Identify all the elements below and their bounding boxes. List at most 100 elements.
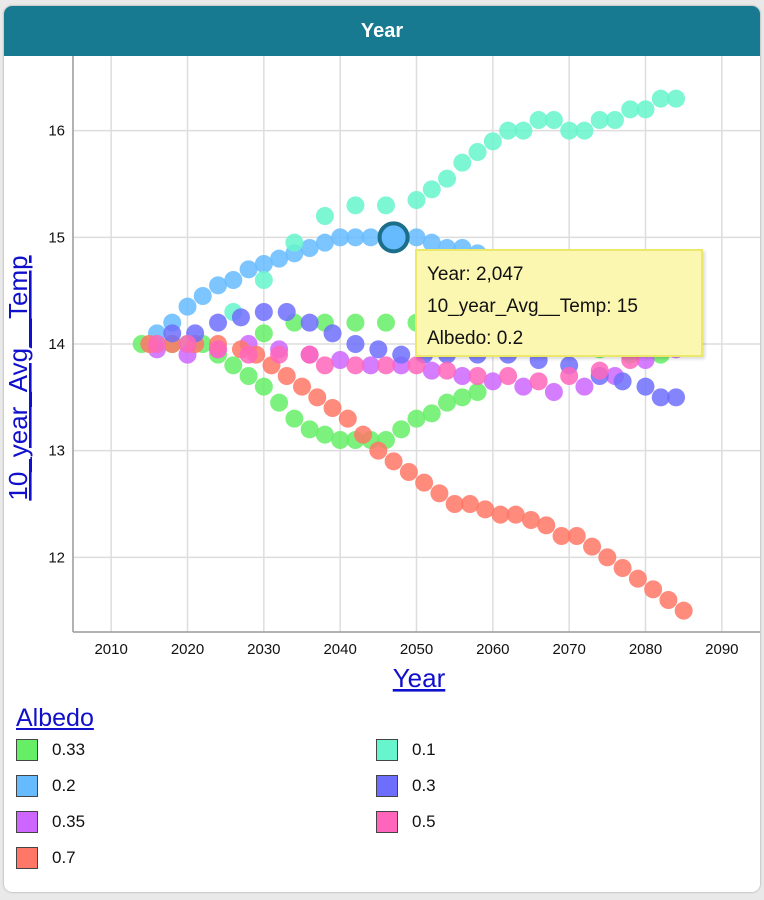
data-point[interactable] <box>468 143 487 161</box>
legend-item[interactable]: 0.3 <box>376 773 436 799</box>
data-point[interactable] <box>392 345 411 364</box>
data-point[interactable] <box>476 500 495 519</box>
data-point[interactable] <box>529 111 548 129</box>
data-point[interactable] <box>376 196 395 215</box>
legend-item[interactable]: 0.35 <box>16 809 85 835</box>
data-point[interactable] <box>300 345 319 364</box>
data-point[interactable] <box>453 388 472 407</box>
data-point[interactable] <box>323 324 342 343</box>
data-point[interactable] <box>590 111 609 129</box>
data-point[interactable] <box>422 180 441 199</box>
data-point[interactable] <box>254 377 273 396</box>
data-point[interactable] <box>407 409 426 428</box>
data-point[interactable] <box>277 367 296 385</box>
data-point[interactable] <box>315 356 334 375</box>
data-point[interactable] <box>384 452 403 471</box>
data-point[interactable] <box>354 425 373 444</box>
highlighted-data-point[interactable] <box>377 221 410 254</box>
data-point[interactable] <box>285 409 304 428</box>
data-point[interactable] <box>369 340 388 359</box>
data-point[interactable] <box>544 383 563 401</box>
data-point[interactable] <box>499 367 518 385</box>
y-axis-title[interactable]: 10_year_Avg__Temp <box>3 255 33 500</box>
data-point[interactable] <box>178 297 197 316</box>
legend-item[interactable]: 0.33 <box>16 737 85 763</box>
data-point[interactable] <box>583 537 602 556</box>
data-point[interactable] <box>667 388 686 407</box>
data-point[interactable] <box>239 260 258 279</box>
data-point[interactable] <box>407 356 426 375</box>
data-point[interactable] <box>346 335 365 353</box>
data-point[interactable] <box>315 233 334 252</box>
legend-title[interactable]: Albedo <box>16 704 94 732</box>
data-point[interactable] <box>659 591 678 609</box>
data-point[interactable] <box>529 372 548 391</box>
data-point[interactable] <box>193 287 212 305</box>
data-point[interactable] <box>376 356 395 375</box>
data-point[interactable] <box>445 495 464 513</box>
data-point[interactable] <box>636 100 655 119</box>
data-point[interactable] <box>300 239 319 257</box>
data-point[interactable] <box>277 303 296 321</box>
data-point[interactable] <box>430 484 449 503</box>
data-point[interactable] <box>331 228 350 247</box>
data-point[interactable] <box>293 377 311 396</box>
data-point[interactable] <box>613 559 632 577</box>
data-point[interactable] <box>544 111 563 129</box>
data-point[interactable] <box>590 361 609 380</box>
data-point[interactable] <box>147 335 166 353</box>
data-point[interactable] <box>209 313 228 332</box>
data-point[interactable] <box>392 420 411 439</box>
data-point[interactable] <box>308 388 327 407</box>
legend-item[interactable]: 0.1 <box>376 737 436 763</box>
data-point[interactable] <box>422 404 441 423</box>
data-point[interactable] <box>178 335 197 353</box>
data-point[interactable] <box>453 153 472 172</box>
data-point[interactable] <box>346 228 365 247</box>
data-point[interactable] <box>209 276 228 295</box>
data-point[interactable] <box>422 233 441 252</box>
data-point[interactable] <box>460 495 479 513</box>
data-point[interactable] <box>407 228 426 247</box>
data-point[interactable] <box>209 340 228 359</box>
data-point[interactable] <box>270 393 289 412</box>
data-point[interactable] <box>499 121 518 140</box>
data-point[interactable] <box>361 356 380 375</box>
data-point[interactable] <box>674 601 693 620</box>
data-point[interactable] <box>224 356 243 375</box>
data-point[interactable] <box>270 345 289 364</box>
data-point[interactable] <box>514 121 533 140</box>
data-point[interactable] <box>323 399 342 417</box>
data-point[interactable] <box>483 132 502 151</box>
data-point[interactable] <box>522 511 540 529</box>
data-point[interactable] <box>560 121 579 140</box>
data-point[interactable] <box>468 383 487 401</box>
data-point[interactable] <box>613 372 632 391</box>
data-point[interactable] <box>537 516 556 535</box>
data-point[interactable] <box>346 313 365 332</box>
data-point[interactable] <box>254 271 273 289</box>
data-point[interactable] <box>239 345 258 364</box>
data-point[interactable] <box>575 121 594 140</box>
data-point[interactable] <box>331 351 350 369</box>
data-point[interactable] <box>605 111 624 129</box>
data-point[interactable] <box>598 548 617 567</box>
data-point[interactable] <box>376 313 395 332</box>
data-point[interactable] <box>254 324 273 343</box>
data-point[interactable] <box>361 228 380 247</box>
data-point[interactable] <box>346 196 365 215</box>
data-point[interactable] <box>651 89 670 108</box>
legend-item[interactable]: 0.2 <box>16 773 76 799</box>
data-point[interactable] <box>514 377 533 396</box>
data-point[interactable] <box>438 361 457 380</box>
data-point[interactable] <box>270 249 289 268</box>
legend-item[interactable]: 0.5 <box>376 809 436 835</box>
data-point[interactable] <box>552 527 571 545</box>
data-point[interactable] <box>453 367 472 385</box>
data-point[interactable] <box>331 431 350 449</box>
data-point[interactable] <box>651 388 670 407</box>
data-point[interactable] <box>621 100 640 119</box>
data-point[interactable] <box>369 441 388 460</box>
data-point[interactable] <box>285 233 304 252</box>
data-point[interactable] <box>163 324 182 343</box>
